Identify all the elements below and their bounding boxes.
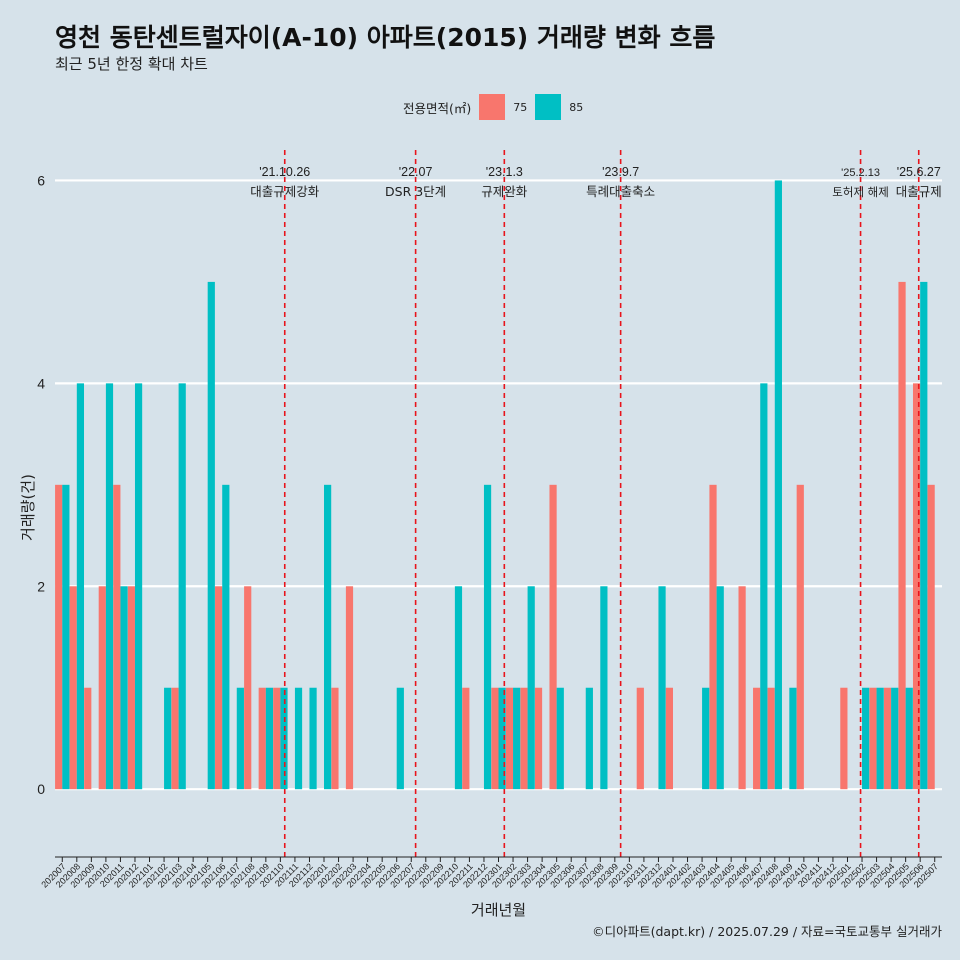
bar-85-202506 — [920, 281, 928, 790]
bars — [55, 180, 935, 790]
bar-75-202109 — [258, 687, 266, 790]
bar-75-202202 — [331, 687, 339, 790]
bar-75-202504 — [883, 687, 892, 790]
bar-85-202505 — [905, 687, 913, 790]
bar-85-202008 — [76, 383, 85, 790]
chart-subtitle: 최근 5년 한정 확대 차트 — [55, 55, 208, 73]
bar-75-202108 — [244, 586, 252, 790]
event-lines: '21.10.26 대출규제강화 '22.07 DSR 3단계 '23.1.3 규제완화 '… — [250, 150, 942, 857]
bar-85-202308 — [600, 586, 608, 790]
bar-75-202305 — [549, 484, 557, 790]
bar-85-202206 — [396, 687, 404, 790]
bar-75-202506 — [912, 383, 921, 790]
bar-85-202111 — [294, 687, 303, 790]
bar-85-202109 — [265, 687, 274, 790]
y-tick-label: 0 — [37, 781, 45, 797]
bar-85-202201 — [324, 484, 332, 790]
bar-75-202203 — [345, 586, 354, 790]
y-axis-title: 거래량(건) — [19, 474, 37, 541]
y-tick-label: 4 — [37, 375, 45, 391]
bar-75-202302 — [505, 687, 514, 790]
bar-85-202303 — [527, 586, 535, 790]
bar-85-202112 — [309, 687, 317, 790]
bar-85-202312 — [658, 586, 666, 790]
bar-75-202407 — [753, 687, 761, 790]
event-date: '23.9.7 — [602, 165, 639, 179]
bar-85-202404 — [716, 586, 724, 790]
bar-85-202504 — [891, 687, 899, 790]
bar-75-202007 — [55, 484, 63, 790]
bar-75-202011 — [113, 484, 121, 790]
bar-75-202103 — [171, 687, 179, 790]
event-label: DSR 3단계 — [385, 184, 446, 199]
bar-85-202106 — [222, 484, 230, 790]
event-label: 규제완화 — [481, 184, 528, 199]
x-axis-title: 거래년월 — [471, 901, 526, 919]
bar-85-202503 — [876, 687, 884, 790]
bar-85-202403 — [702, 687, 710, 790]
bar-75-202106 — [215, 586, 223, 790]
chart-title: 영천 동탄센트럴자이(A-10) 아파트(2015) 거래량 변화 흐름 — [55, 23, 716, 52]
bar-85-202010 — [105, 383, 114, 790]
event-date: '21.10.26 — [259, 165, 310, 179]
bar-75-202505 — [898, 281, 906, 790]
event-date: '23.1.3 — [486, 165, 523, 179]
bar-85-202408 — [774, 180, 782, 790]
bar-85-202103 — [178, 383, 186, 790]
bar-75-202507 — [927, 484, 935, 790]
bar-85-202302 — [513, 687, 521, 790]
legend-swatch-75 — [479, 94, 506, 120]
event-date: '22.07 — [399, 165, 433, 179]
bar-85-202012 — [134, 383, 143, 790]
legend-title: 전용면적(㎡) — [403, 100, 472, 116]
bar-85-202011 — [120, 586, 128, 790]
bar-75-202501 — [840, 687, 848, 790]
bar-85-202407 — [760, 383, 768, 790]
bar-75-202304 — [534, 687, 543, 790]
legend: 전용면적(㎡) 75 85 — [403, 94, 591, 120]
bar-75-202009 — [84, 687, 92, 790]
bar-75-202401 — [665, 687, 673, 790]
event-label: 토허제 해제 — [832, 185, 889, 199]
bar-85-202305 — [556, 687, 564, 790]
bar-85-202210 — [454, 586, 463, 790]
y-tick-label: 6 — [37, 172, 45, 188]
legend-label-75: 75 — [513, 100, 528, 114]
event-label: 특례대출축소 — [586, 184, 655, 199]
bar-75-202503 — [869, 687, 877, 790]
bar-75-202406 — [738, 586, 746, 790]
bar-75-202211 — [462, 687, 470, 790]
bar-85-202301 — [498, 687, 506, 790]
bar-85-202105 — [207, 281, 215, 790]
legend-label-85: 85 — [569, 100, 584, 114]
bar-75-202410 — [796, 484, 804, 790]
bar-85-202212 — [483, 484, 492, 790]
bar-75-202311 — [636, 687, 644, 790]
bar-85-202107 — [236, 687, 244, 790]
legend-swatch-85 — [535, 94, 562, 120]
bar-75-202301 — [491, 687, 499, 790]
bar-75-202010 — [98, 586, 106, 790]
bar-75-202303 — [520, 687, 528, 790]
bar-75-202008 — [69, 586, 77, 790]
event-date: '25.6.27 — [897, 165, 941, 179]
bar-75-202408 — [767, 687, 775, 790]
bar-75-202012 — [127, 586, 135, 790]
bar-85-202502 — [862, 687, 870, 790]
y-tick-label: 2 — [37, 578, 45, 594]
source-caption: ©디아파트(dapt.kr) / 2025.07.29 / 자료=국토교통부 실… — [592, 924, 942, 939]
bar-75-202404 — [709, 484, 717, 790]
bar-85-202409 — [789, 687, 797, 790]
bar-85-202007 — [62, 484, 70, 790]
event-date: '25.2.13 — [841, 167, 880, 179]
event-label: 대출규제 — [896, 184, 942, 199]
bar-85-202307 — [585, 687, 593, 790]
bar-85-202102 — [164, 687, 172, 790]
event-label: 대출규제강화 — [250, 184, 320, 199]
bar-75-202110 — [273, 687, 281, 790]
